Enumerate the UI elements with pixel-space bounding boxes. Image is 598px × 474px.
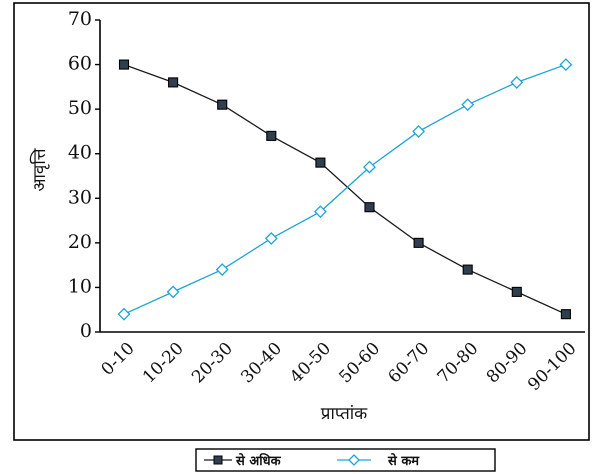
x-tick-label: 0-10 [98,339,139,380]
y-tick-label: 70 [68,8,92,30]
x-tick-label: 60-70 [385,339,434,388]
legend: से अधिक से कम [195,448,496,472]
data-point-diamond [166,285,180,299]
data-point-diamond [412,125,426,138]
data-point-square [266,130,277,141]
y-tick-label: 0 [80,320,92,342]
series-line-0 [123,63,567,315]
y-tick-label: 30 [68,186,92,208]
chart-frame [13,2,590,441]
data-point-diamond [559,58,573,71]
data-point-diamond [363,160,376,174]
x-tick-label: 90-100 [524,339,580,395]
y-tick-label: 50 [68,97,92,119]
series-line-1 [123,63,567,315]
data-point-square [511,286,522,297]
data-point-diamond [264,231,278,245]
data-point-diamond [117,307,131,321]
legend-marker-square [213,455,223,465]
data-point-square [364,202,375,213]
data-point-square [413,237,424,248]
data-point-square [217,99,228,110]
x-tick-label: 40-50 [286,339,335,388]
legend-marker-diamond [348,454,360,466]
x-tick-label: 30-40 [237,339,286,388]
y-axis-title: आवृत्ति [29,148,50,191]
data-point-diamond [313,205,327,219]
legend-label-less-than: से कम [387,453,420,469]
legend-item-more-than: से अधिक [204,453,282,469]
data-point-diamond [215,263,229,277]
x-tick-label: 70-80 [434,339,483,388]
legend-label-more-than: से अधिक [235,453,282,469]
data-point-square [560,309,571,320]
y-tick-label: 10 [68,275,92,297]
legend-item-less-than: से कम [337,453,420,469]
x-axis-title: प्राप्तांक [321,404,368,424]
x-tick-label: 20-30 [188,339,237,388]
data-point-square [118,59,130,70]
data-point-square [315,157,326,168]
data-point-square [168,77,179,88]
data-point-square [462,264,473,275]
data-point-diamond [461,98,475,112]
y-tick-label: 40 [68,142,92,164]
data-point-diamond [510,75,524,89]
y-tick-label: 20 [68,231,92,253]
x-tick-label: 10-20 [139,339,188,388]
x-tick-label: 50-60 [335,339,384,388]
y-tick-label: 60 [68,53,92,75]
